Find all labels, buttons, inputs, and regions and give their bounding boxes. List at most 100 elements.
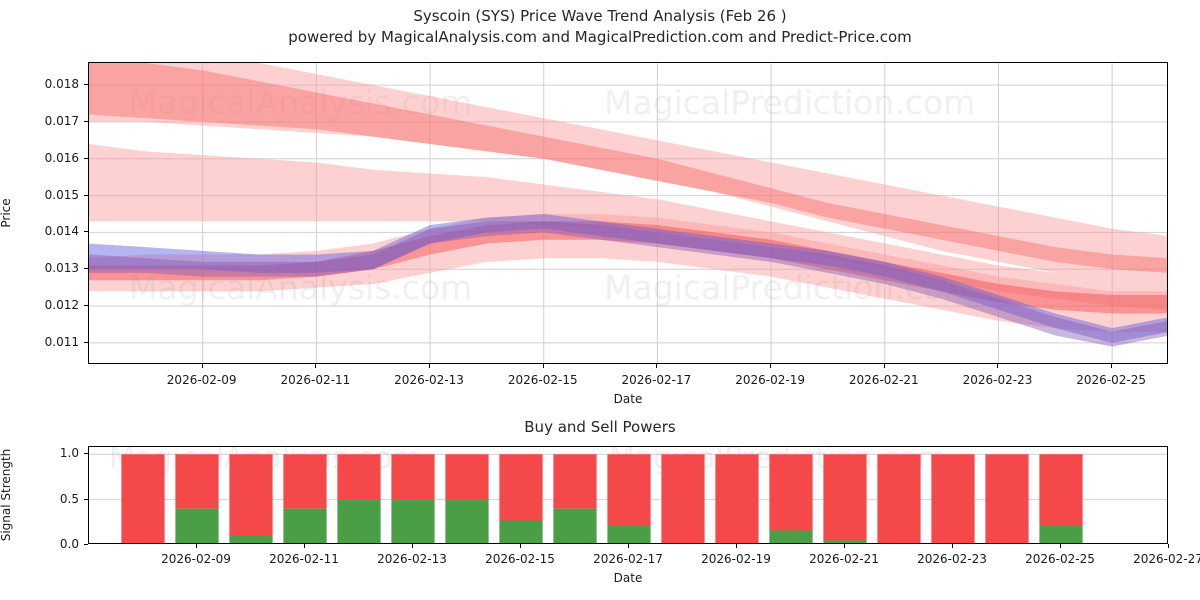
sell-power-segment (499, 454, 543, 521)
sell-power-segment (877, 454, 921, 543)
price-xtick-mark (1111, 364, 1113, 368)
signal-bar (121, 454, 165, 543)
signal-xtick-mark (736, 544, 737, 548)
signal-xtick-label: 2026-02-25 (1025, 552, 1095, 566)
price-xtick-label: 2026-02-23 (962, 373, 1033, 387)
sell-power-segment (661, 454, 705, 543)
signal-bar (175, 454, 219, 543)
price-ytick-label: 0.015 (44, 187, 79, 202)
price-ytick-label: 0.017 (44, 113, 79, 128)
price-ytick-mark (84, 157, 88, 159)
signal-bar (445, 454, 489, 543)
price-ytick-mark (84, 84, 88, 86)
sell-power-segment (445, 454, 489, 500)
price-ytick-mark (84, 341, 88, 343)
signal-xtick-label: 2026-02-11 (269, 552, 339, 566)
sell-power-segment (607, 454, 651, 526)
buy-power-segment (1039, 525, 1083, 543)
sell-power-segment (391, 454, 435, 500)
price-xtick-mark (883, 364, 885, 368)
signal-xtick-label: 2026-02-27 (1133, 552, 1200, 566)
buy-power-segment (553, 508, 597, 543)
price-xtick-label: 2026-02-11 (280, 373, 351, 387)
signal-xtick-label: 2026-02-15 (485, 552, 555, 566)
price-xtick-mark (656, 364, 658, 368)
signal-xtick-label: 2026-02-23 (917, 552, 987, 566)
price-xtick-mark (997, 364, 999, 368)
signal-x-axis-label: Date (613, 571, 643, 585)
price-ytick-label: 0.014 (44, 224, 79, 239)
signal-xtick-mark (520, 544, 521, 548)
price-xtick-label: 2026-02-17 (621, 373, 692, 387)
band-mid-resistance-band (89, 144, 1167, 310)
signal-xtick-mark (952, 544, 953, 548)
sell-power-segment (769, 454, 813, 531)
signal-xtick-mark (412, 544, 413, 548)
sell-power-segment (553, 454, 597, 509)
buy-power-segment (445, 499, 489, 543)
signal-ytick-mark (84, 498, 88, 500)
signal-bar (715, 454, 759, 543)
signal-bar (337, 454, 381, 543)
signal-bar (1039, 454, 1083, 543)
price-xtick-mark (770, 364, 772, 368)
price-xtick-label: 2026-02-13 (394, 373, 464, 387)
buy-power-segment (283, 508, 327, 543)
sell-power-segment (985, 454, 1029, 543)
signal-ytick-label: 0.0 (59, 537, 79, 551)
buy-power-segment (175, 508, 219, 543)
signal-ytick-label: 1.0 (59, 446, 79, 461)
signal-bars (121, 454, 1083, 543)
page-subtitle: powered by MagicalAnalysis.com and Magic… (288, 28, 912, 46)
price-ytick-label: 0.012 (44, 298, 79, 313)
sell-power-segment (337, 454, 381, 500)
signal-xtick-mark (304, 544, 305, 548)
band-upper-resistance-band (89, 63, 1167, 284)
price-ytick-label: 0.011 (44, 334, 79, 349)
price-ytick-mark (84, 231, 88, 233)
signal-chart-title: Buy and Sell Powers (524, 418, 676, 436)
signal-bar (661, 454, 705, 543)
signal-bar (553, 454, 597, 543)
signal-xtick-label: 2026-02-17 (593, 552, 663, 566)
sell-power-segment (1039, 454, 1083, 526)
signal-bar (499, 454, 543, 543)
price-xtick-mark (201, 364, 203, 368)
signal-bar (931, 454, 975, 543)
price-ytick-mark (84, 268, 88, 270)
signal-bar (985, 454, 1029, 543)
signal-xtick-label: 2026-02-21 (809, 552, 879, 566)
signal-ytick-label: 0.5 (59, 491, 79, 506)
signal-bar (229, 454, 273, 543)
price-ytick-label: 0.013 (44, 261, 79, 276)
sell-power-segment (121, 454, 165, 543)
buy-power-segment (769, 530, 813, 543)
band-wave-band-purple (89, 221, 1167, 347)
main-chart-gridlines (89, 63, 1167, 363)
buy-power-segment (607, 525, 651, 543)
price-xtick-mark (315, 364, 317, 368)
band-support-band-inner (89, 221, 1167, 314)
buy-power-segment (823, 540, 867, 543)
band-support-band-outer (89, 214, 1167, 332)
price-ytick-mark (84, 120, 88, 122)
buy-power-segment (337, 499, 381, 543)
price-xtick-label: 2026-02-21 (848, 373, 919, 387)
band-resistance-core-band (89, 63, 1167, 273)
price-xtick-label: 2026-02-09 (166, 373, 237, 387)
price-ytick-mark (84, 194, 88, 196)
buy-power-segment (499, 520, 543, 543)
title-block: Syscoin (SYS) Price Wave Trend Analysis … (0, 6, 1200, 48)
sell-power-segment (931, 454, 975, 543)
price-xtick-label: 2026-02-15 (507, 373, 578, 387)
price-ytick-label: 0.018 (44, 77, 79, 92)
price-bands (89, 63, 1167, 347)
price-ytick-label: 0.016 (44, 150, 79, 165)
signal-xtick-mark (844, 544, 845, 548)
signal-bar (877, 454, 921, 543)
signal-xtick-mark (1060, 544, 1061, 548)
sell-power-segment (715, 454, 759, 543)
signal-chart-plot-area: MagicalAnalysis.com MagicalPrediction.co… (88, 446, 1168, 544)
sell-power-segment (283, 454, 327, 509)
